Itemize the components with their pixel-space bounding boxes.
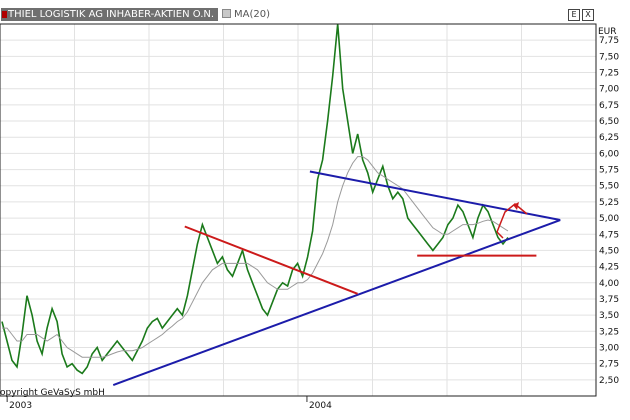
- chart-series: [1, 23, 509, 375]
- y-tick-label: 6,75: [599, 101, 619, 111]
- y-tick-label: 7,50: [599, 52, 619, 62]
- y-axis: 7,75 7,50 7,25 7,00 6,75 6,50 6,25 6,00 5,75 5,50…: [599, 36, 619, 386]
- y-tick-label: 6,25: [599, 133, 619, 143]
- y-tick-label: 4,50: [599, 246, 619, 256]
- currency-label: EUR: [598, 27, 617, 37]
- instrument-title[interactable]: THIEL LOGISTIK AG INHABER-AKTIEN O.N.: [1, 8, 219, 21]
- y-tick-label: 7,25: [599, 69, 619, 79]
- y-tick-label: 4,00: [599, 279, 619, 289]
- forecast-arrow-down: [496, 231, 504, 239]
- y-tick-label: 5,25: [599, 198, 619, 208]
- y-tick-label: 3,75: [599, 295, 619, 305]
- y-tick-label: 5,50: [599, 182, 619, 192]
- chart-grid: [0, 24, 596, 396]
- y-tick-label: 3,50: [599, 311, 619, 321]
- price-line: [1, 23, 509, 375]
- instrument-name: THIEL LOGISTIK AG INHABER-AKTIEN O.N.: [8, 9, 215, 20]
- forecast-arrow-up-head: [513, 202, 519, 210]
- chart-trendlines: [112, 170, 561, 386]
- y-tick-label: 5,75: [599, 166, 619, 176]
- y-tick-label: 6,50: [599, 117, 619, 127]
- trendline: [309, 170, 561, 222]
- y-tick-label: 4,25: [599, 263, 619, 273]
- ma-line: [2, 156, 509, 358]
- indicator-legend[interactable]: MA(20): [222, 8, 270, 21]
- indicator-label: MA(20): [234, 9, 270, 20]
- forecast-arrow-up: [496, 203, 528, 233]
- y-tick-label: 2,50: [599, 376, 619, 386]
- y-tick-label: 2,75: [599, 360, 619, 370]
- plot-border: [0, 23, 597, 397]
- series-color-swatch: [2, 11, 7, 18]
- x-tick-label: 2003: [9, 401, 32, 411]
- y-tick-label: 6,00: [599, 149, 619, 159]
- y-tick-label: 5,00: [599, 214, 619, 224]
- x-tick-label: 2004: [309, 401, 332, 411]
- copyright-label: opyright GeVaSyS mbH: [0, 388, 105, 398]
- y-tick-label: 3,00: [599, 343, 619, 353]
- close-icon[interactable]: X: [582, 9, 594, 21]
- y-tick-label: 7,75: [599, 36, 619, 46]
- maximize-icon[interactable]: E: [568, 9, 580, 21]
- chart-header: THIEL LOGISTIK AG INHABER-AKTIEN O.N. MA…: [0, 6, 598, 24]
- x-axis: 2003 2004: [6, 396, 332, 411]
- y-tick-label: 4,75: [599, 230, 619, 240]
- trendline: [112, 219, 561, 386]
- indicator-swatch: [222, 9, 231, 18]
- y-tick-label: 7,00: [599, 85, 619, 95]
- y-tick-label: 3,25: [599, 327, 619, 337]
- trendline: [184, 225, 358, 295]
